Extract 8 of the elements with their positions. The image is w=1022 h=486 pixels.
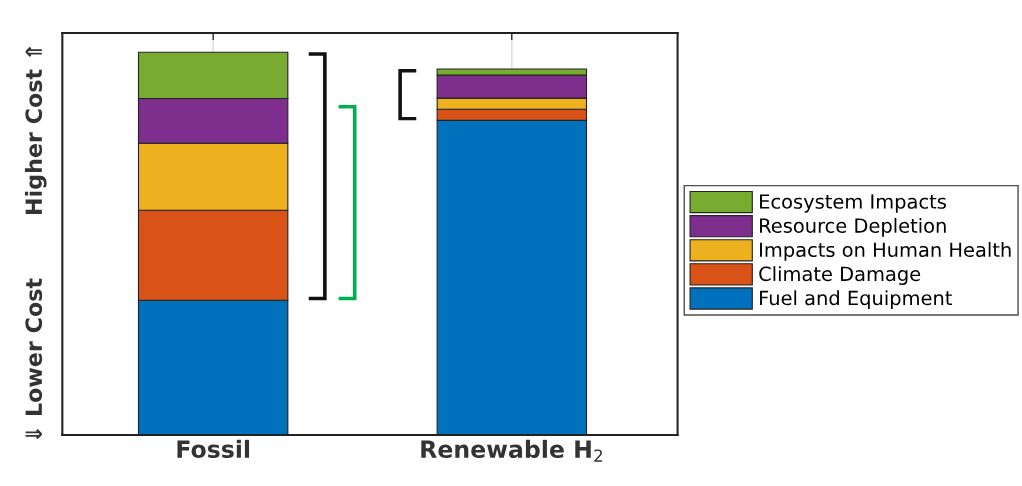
legend-label: Climate Damage	[759, 266, 921, 285]
legend-label: Resource Depletion	[760, 217, 946, 237]
legend-label: Impacts on Human Health	[760, 242, 1011, 261]
legend-label: Fuel and Equipment	[760, 290, 952, 310]
legend-label: Ecosystem Impacts	[760, 194, 946, 213]
x-tick-label: Fossil	[177, 439, 250, 459]
y-axis-title: ⇓ Lower Cost Higher Cost ⇑	[24, 46, 47, 440]
x-tick-label: Renewable H$_{2}$	[421, 439, 602, 462]
